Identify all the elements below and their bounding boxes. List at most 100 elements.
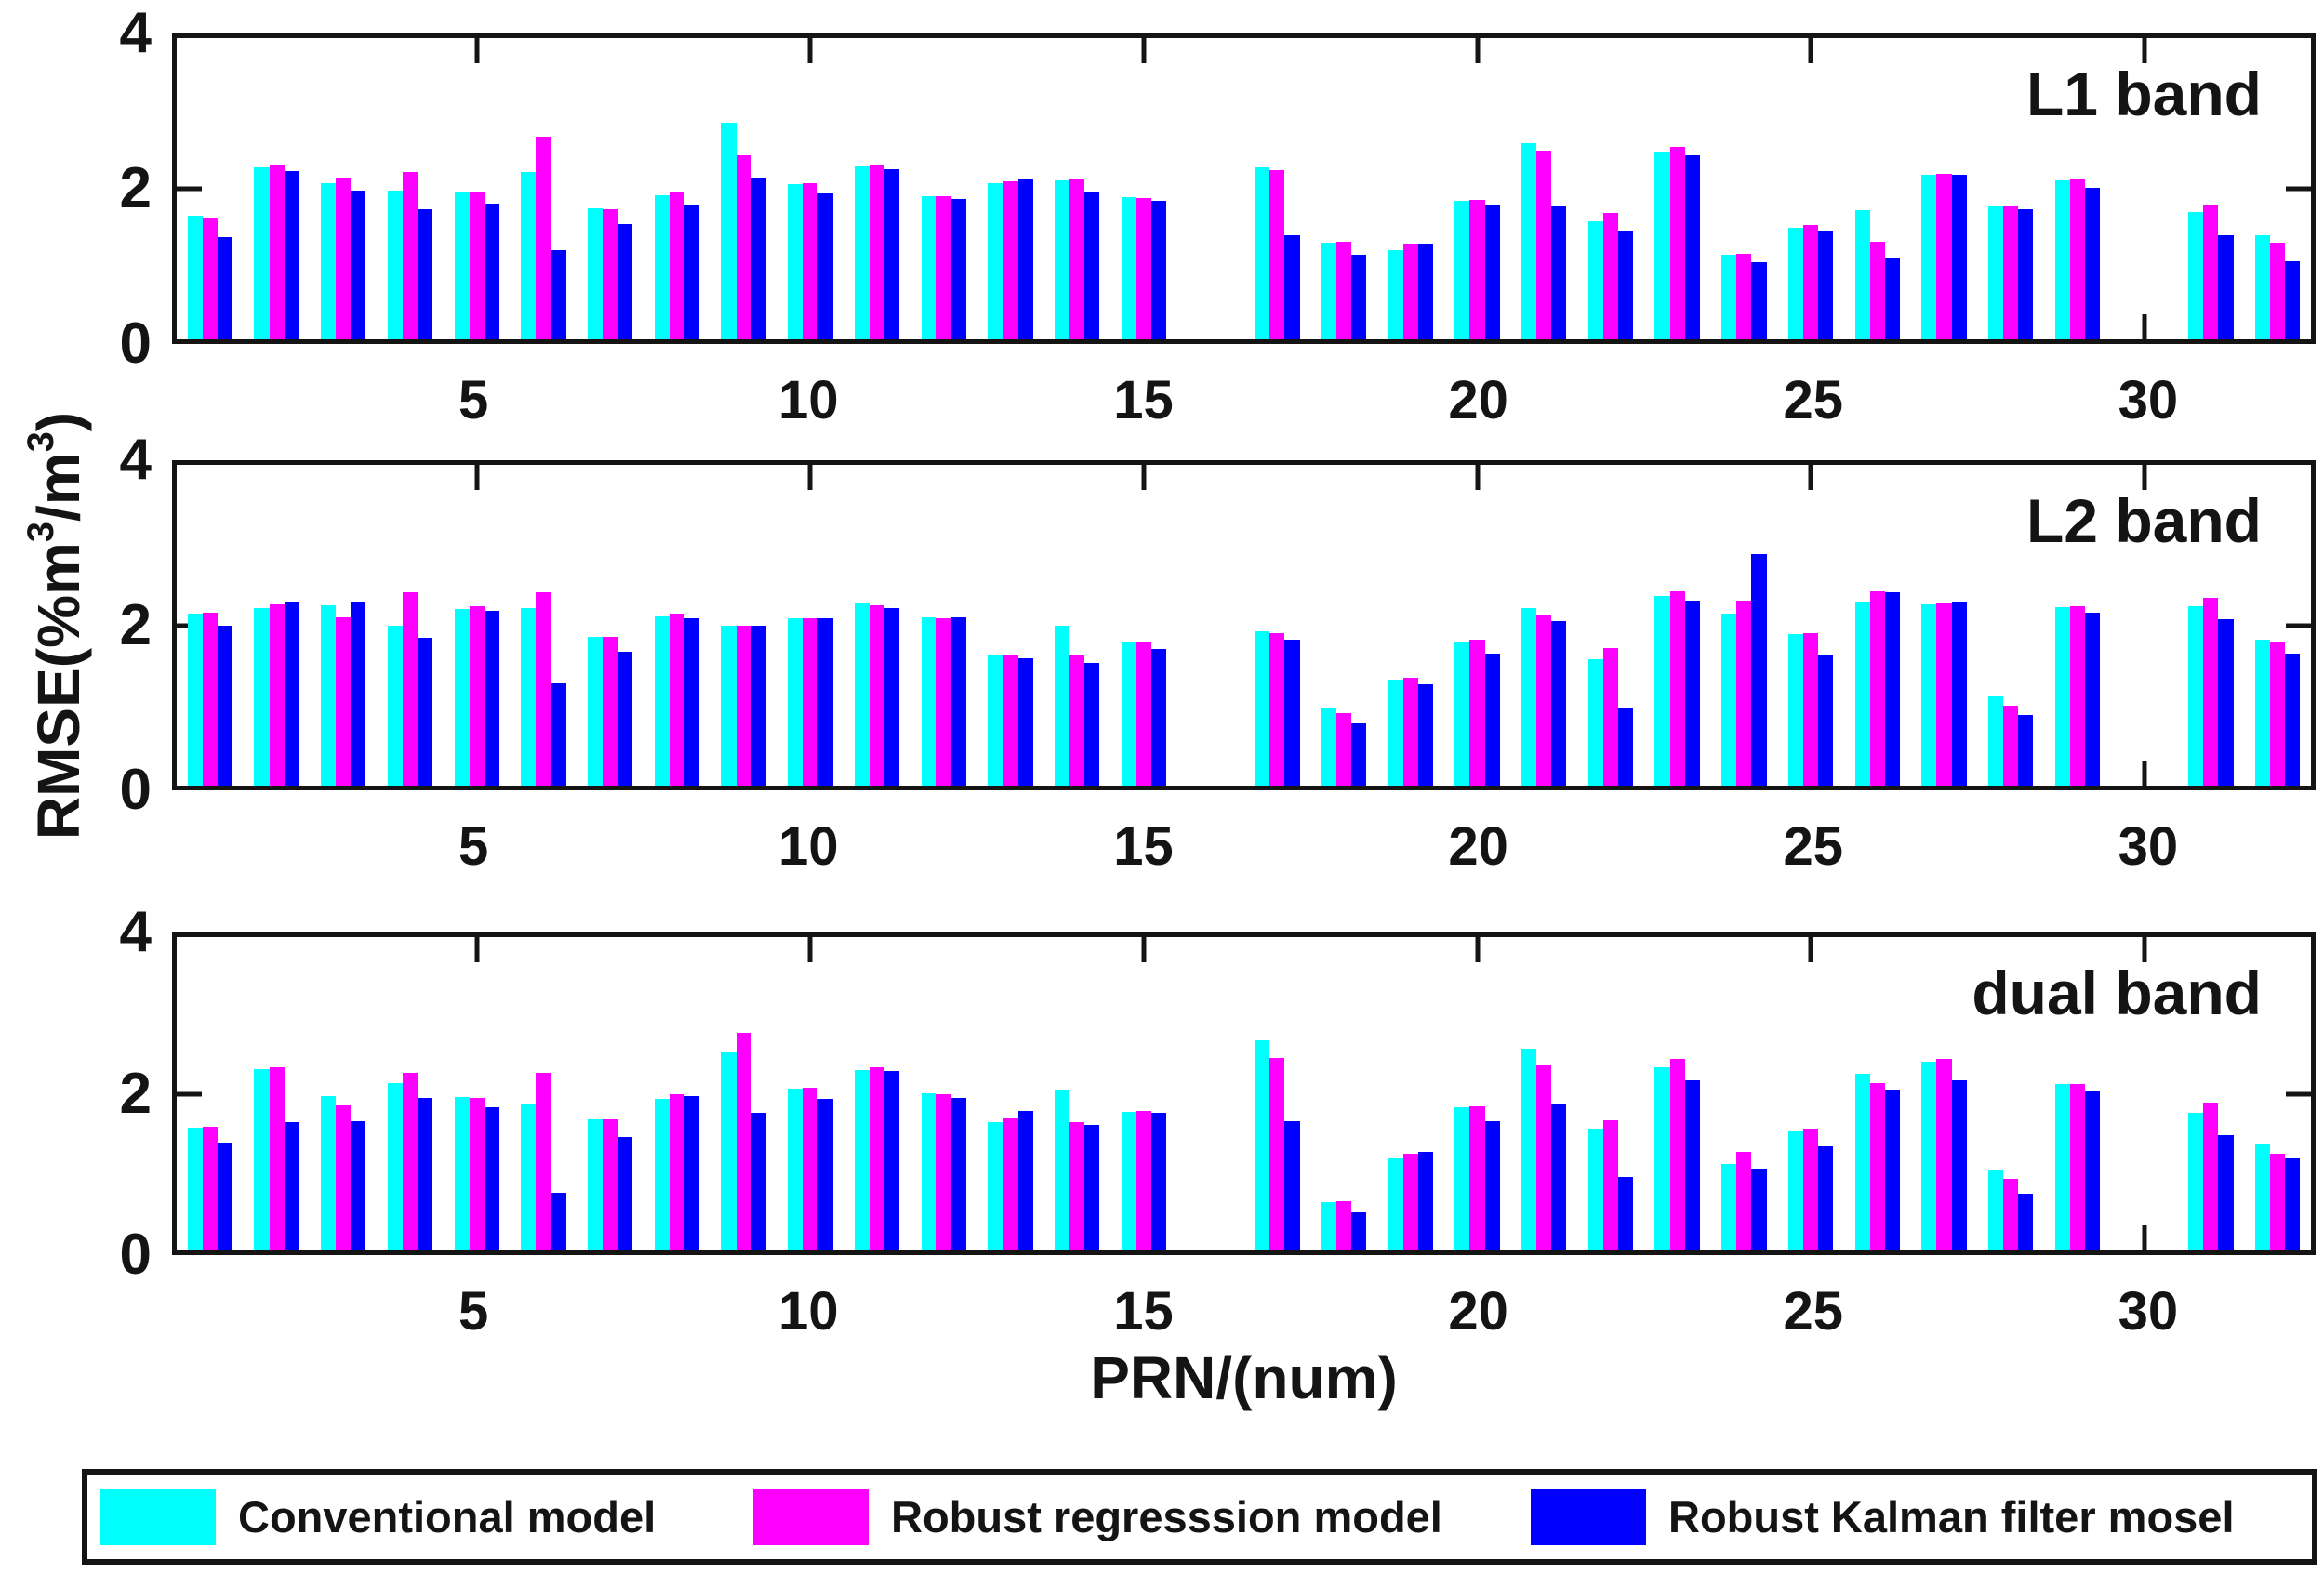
- robust-kalman-bar: [551, 250, 566, 339]
- robust-kalman-bar: [2018, 208, 2034, 339]
- prn-slot-27: [1911, 38, 1978, 339]
- conventional-bar: [721, 122, 737, 339]
- x-tick-mark: [2142, 314, 2147, 339]
- x-tick-label: 20: [1448, 1281, 1508, 1342]
- robust-kalman-bar: [2285, 1158, 2301, 1250]
- robust-regression-bar: [2203, 1102, 2219, 1250]
- robust-regression-bar: [402, 172, 418, 339]
- prn-slot-6: [511, 465, 578, 786]
- prn-slot-4: [377, 465, 444, 786]
- conventional-bar: [1454, 1106, 1470, 1250]
- conventional-bar: [1721, 614, 1737, 786]
- robust-regression-bar: [2203, 598, 2219, 786]
- prn-slot-22: [1577, 38, 1644, 339]
- conventional-bar: [1587, 1128, 1603, 1250]
- robust-kalman-bar: [1017, 1111, 1033, 1250]
- robust-regression-bar: [2270, 242, 2286, 339]
- x-tick-label: 30: [2118, 370, 2179, 430]
- legend-item-robust-kalman: Robust Kalman filter mosel: [1531, 1475, 2235, 1559]
- prn-slot-29: [2044, 465, 2111, 786]
- robust-kalman-bar: [1951, 1080, 1967, 1250]
- robust-regression-bar: [1003, 655, 1018, 786]
- legend-label-robust-regression: Robust regresssion model: [891, 1492, 1442, 1541]
- robust-kalman-bar: [1951, 601, 1967, 786]
- conventional-bar: [1921, 1061, 1937, 1250]
- conventional-bar: [521, 172, 537, 339]
- prn-slot-28: [1977, 465, 2044, 786]
- legend-swatch-conventional: [100, 1488, 216, 1545]
- prn-slot-30: [2111, 465, 2178, 786]
- robust-kalman-bar: [1684, 154, 1700, 339]
- robust-regression-bar: [2003, 1178, 2019, 1250]
- conventional-bar: [1988, 1170, 2004, 1250]
- robust-kalman-bar: [284, 1121, 299, 1250]
- prn-slot-5: [444, 38, 511, 339]
- conventional-bar: [187, 216, 203, 339]
- prn-slot-7: [577, 937, 644, 1250]
- y-tick-label: 2: [119, 156, 152, 220]
- conventional-bar: [721, 626, 737, 786]
- prn-slot-13: [977, 38, 1044, 339]
- robust-kalman-bar: [1150, 649, 1167, 786]
- robust-regression-bar: [402, 592, 418, 786]
- conventional-bar: [254, 1068, 270, 1250]
- x-tick-mark: [1141, 465, 1147, 490]
- y-tick-mark: [2286, 186, 2311, 192]
- y-tick-label: 2: [119, 1061, 152, 1126]
- conventional-bar: [1787, 634, 1804, 786]
- robust-kalman-bar: [950, 199, 966, 339]
- robust-kalman-bar: [2018, 1193, 2034, 1250]
- x-tick-mark: [1808, 465, 1813, 490]
- conventional-bar: [187, 1127, 203, 1250]
- robust-kalman-bar: [1417, 1151, 1433, 1250]
- prn-slot-13: [977, 465, 1044, 786]
- robust-kalman-bar: [1551, 621, 1567, 786]
- robust-regression-bar: [1069, 179, 1085, 339]
- prn-slot-32: [2244, 38, 2311, 339]
- prn-slot-19: [1377, 937, 1444, 1250]
- conventional-bar: [1921, 604, 1937, 786]
- robust-kalman-bar: [817, 192, 833, 339]
- robust-kalman-bar: [1484, 205, 1500, 339]
- conventional-bar: [1521, 1048, 1537, 1250]
- robust-regression-bar: [736, 1032, 751, 1250]
- conventional-bar: [1787, 228, 1804, 339]
- robust-kalman-bar: [2218, 1135, 2234, 1250]
- conventional-bar: [988, 654, 1003, 786]
- x-tick-label: 30: [2118, 1281, 2179, 1342]
- prn-slot-5: [444, 465, 511, 786]
- robust-kalman-bar: [950, 616, 966, 786]
- conventional-bar: [454, 1096, 470, 1250]
- prn-slot-25: [1777, 38, 1844, 339]
- robust-kalman-bar: [2285, 653, 2301, 786]
- robust-regression-bar: [1003, 1118, 1018, 1250]
- robust-kalman-bar: [1618, 708, 1634, 786]
- robust-kalman-bar: [1551, 1104, 1567, 1250]
- x-tick-label: 30: [2118, 816, 2179, 877]
- prn-slot-32: [2244, 937, 2311, 1250]
- conventional-bar: [1587, 220, 1603, 339]
- x-tick-mark: [2142, 937, 2147, 962]
- robust-regression-bar: [2270, 1153, 2286, 1250]
- robust-regression-bar: [1736, 1151, 1752, 1250]
- prn-slot-17: [1244, 465, 1311, 786]
- conventional-bar: [1388, 1157, 1403, 1250]
- conventional-bar: [587, 1119, 604, 1250]
- prn-slot-16: [1177, 38, 1244, 339]
- robust-kalman-bar: [1818, 1145, 1834, 1250]
- conventional-bar: [2254, 235, 2271, 339]
- prn-slot-17: [1244, 937, 1311, 1250]
- conventional-bar: [921, 196, 936, 339]
- conventional-bar: [1454, 641, 1470, 786]
- robust-regression-bar: [936, 196, 951, 339]
- robust-kalman-bar: [1818, 655, 1834, 786]
- x-tick-label: 5: [458, 816, 489, 877]
- prn-slot-22: [1577, 465, 1644, 786]
- x-tick-mark: [474, 937, 480, 962]
- x-tick-mark: [807, 465, 813, 490]
- conventional-bar: [1721, 1164, 1737, 1250]
- robust-kalman-bar: [351, 190, 366, 339]
- robust-kalman-bar: [1084, 192, 1100, 339]
- robust-kalman-bar: [618, 224, 633, 339]
- robust-kalman-bar: [2018, 715, 2034, 786]
